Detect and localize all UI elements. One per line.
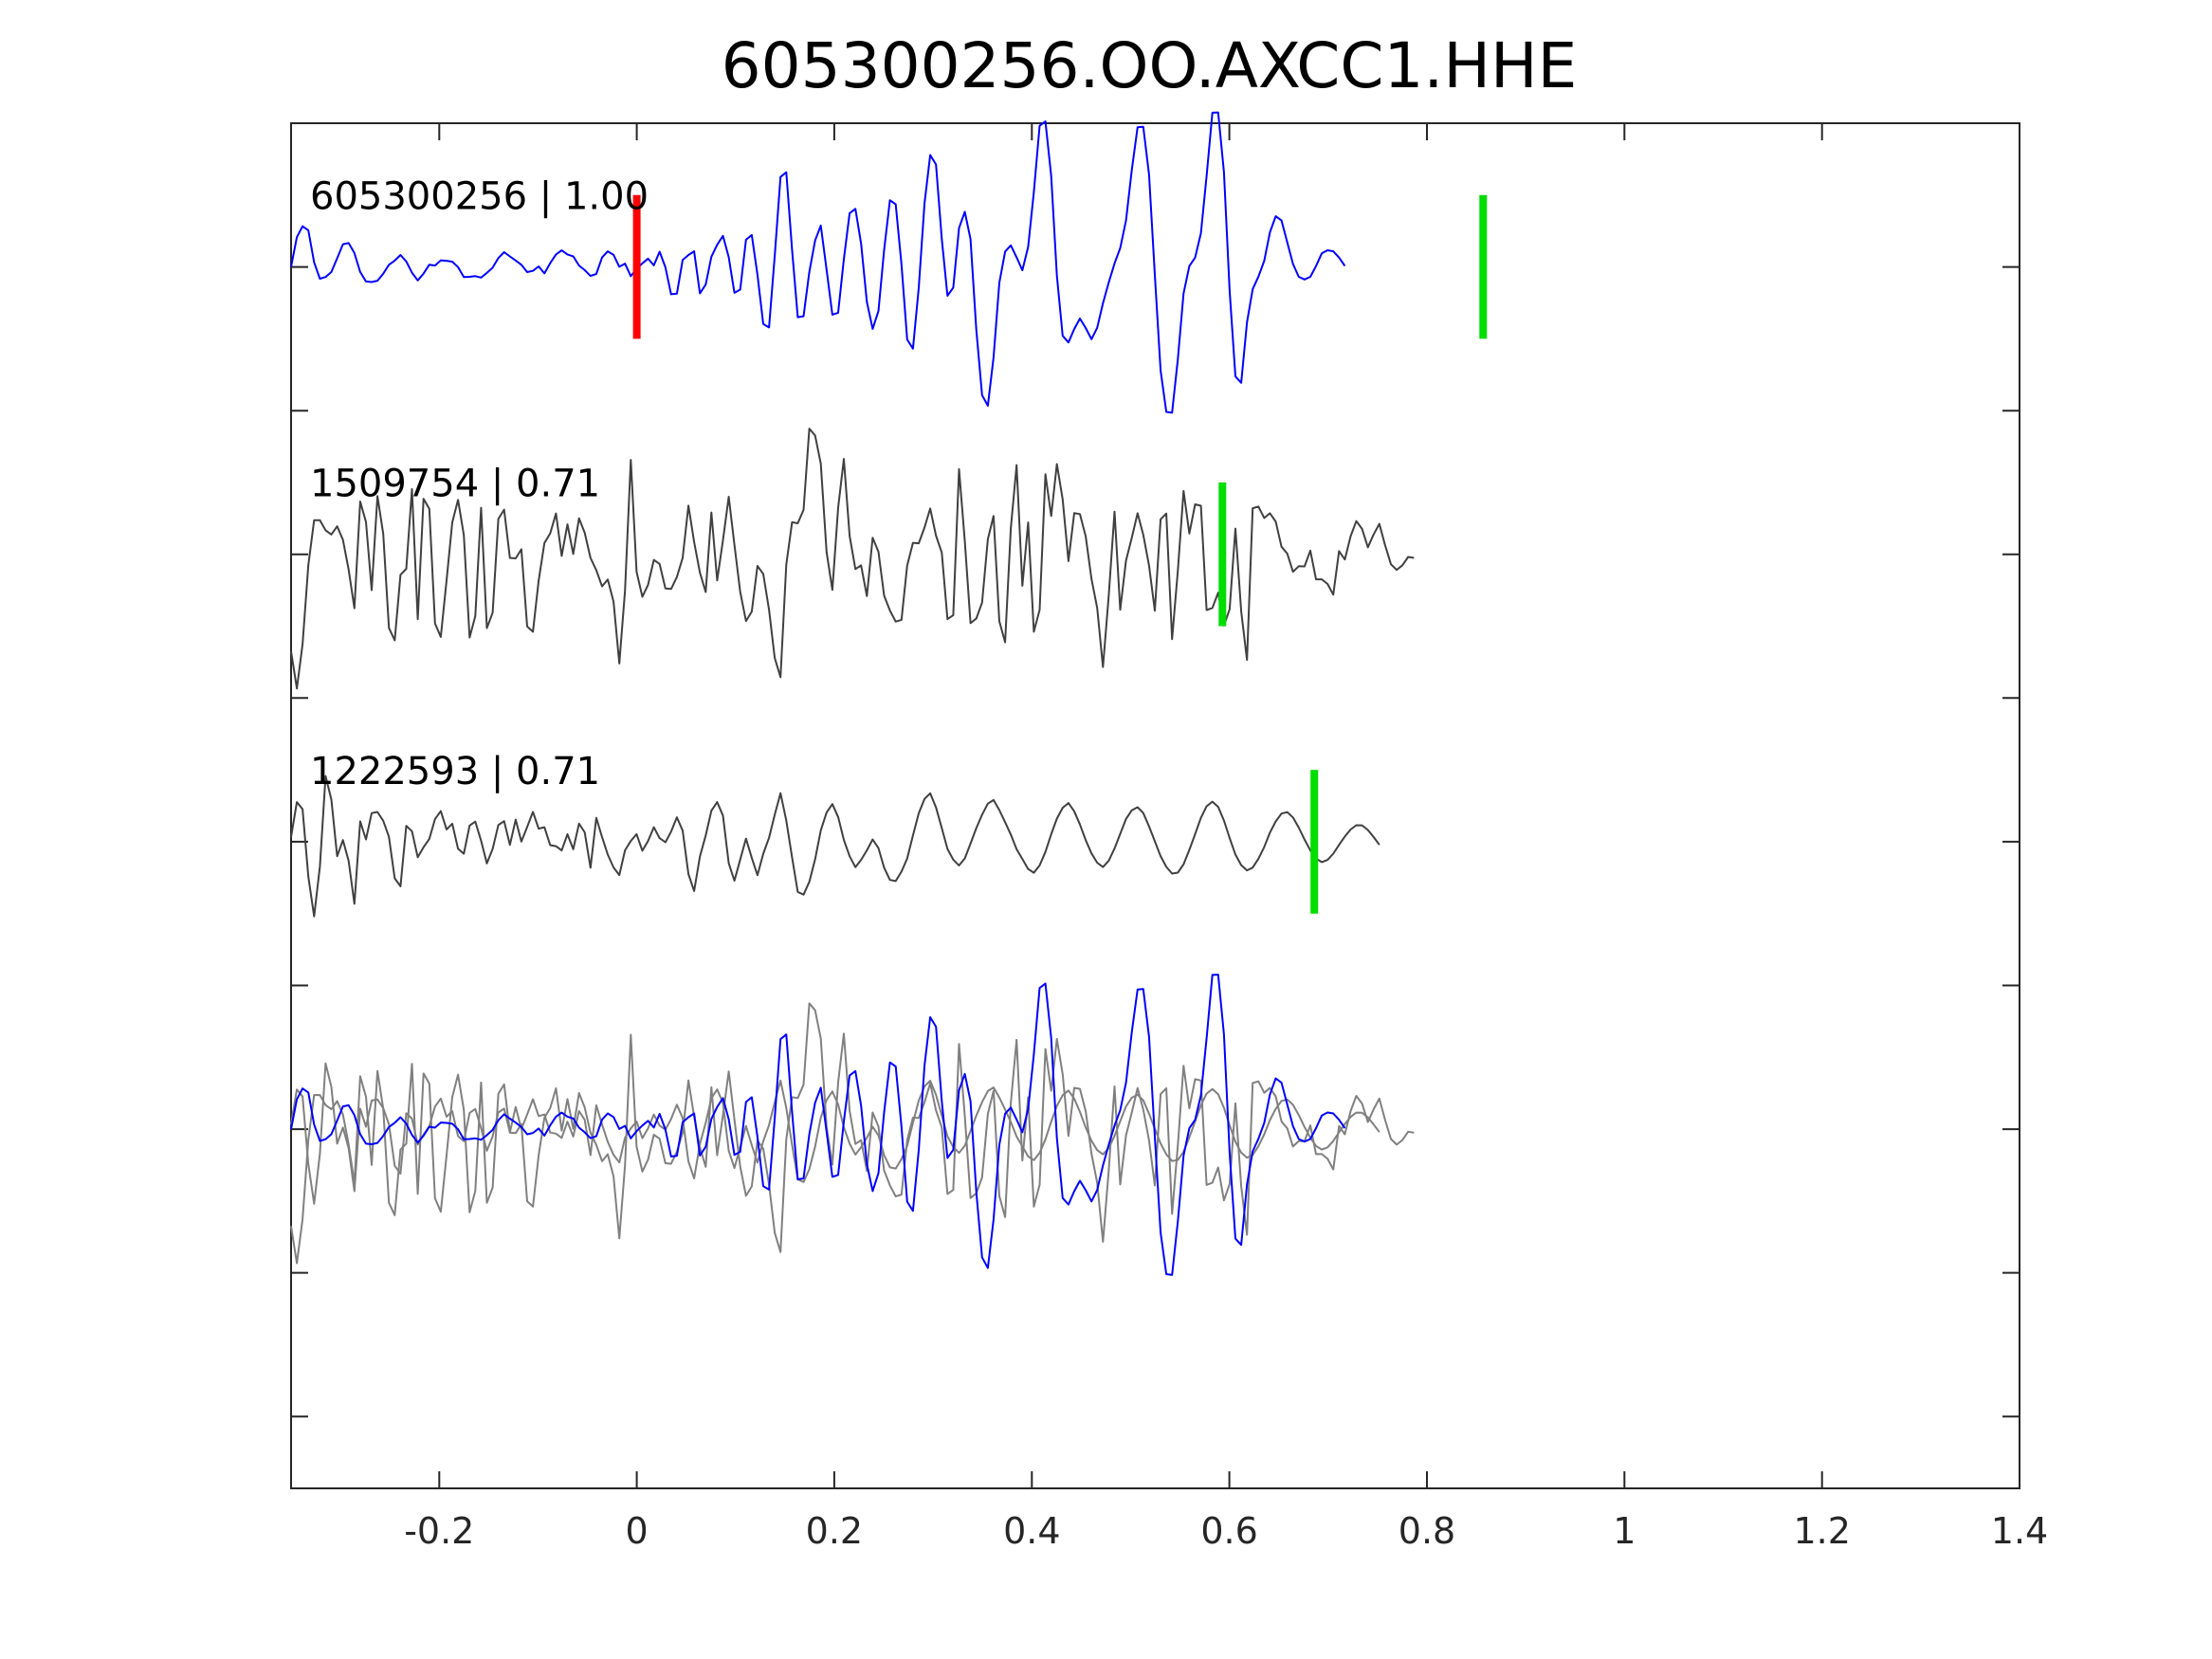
overlay-trace-2 — [290, 1062, 1380, 1205]
trace-labels: 605300256 | 1.00 1509754 | 0.71 1222593 | … — [310, 175, 649, 793]
x-tick-label: 0.8 — [1398, 1510, 1455, 1552]
x-tick-label: 0 — [626, 1510, 649, 1552]
x-tick-label: 1.4 — [1991, 1510, 2048, 1552]
x-tick-label: 0.2 — [806, 1510, 863, 1552]
x-tick-label: -0.2 — [404, 1510, 474, 1552]
trace-line-2 — [290, 775, 1380, 918]
chart-title: 605300256.OO.AXCC1.HHE — [722, 29, 1578, 102]
y-axis-ticks — [291, 265, 2020, 1418]
x-axis-tick-labels: -0.2 0 0.2 0.4 0.6 0.8 1 1.2 1.4 — [404, 1510, 2048, 1552]
trace-label-1: 1509754 | 0.71 — [310, 463, 600, 506]
plot-area-frame — [290, 122, 2020, 1489]
trace-line-1 — [290, 428, 1415, 690]
x-axis-ticks — [438, 123, 2020, 1488]
phase-picks — [632, 194, 1488, 914]
x-tick-label: 0.6 — [1200, 1510, 1257, 1552]
trace-label-2: 1222593 | 0.71 — [310, 750, 600, 793]
overlay-traces — [290, 974, 1415, 1276]
trace-line-0 — [290, 111, 1346, 414]
overlay-trace-1 — [290, 1002, 1415, 1265]
x-tick-label: 0.4 — [1003, 1510, 1060, 1552]
x-tick-label: 1.2 — [1793, 1510, 1850, 1552]
overlay-trace-0 — [290, 974, 1346, 1276]
stacked-traces — [290, 111, 1415, 918]
trace-label-0: 605300256 | 1.00 — [310, 175, 649, 219]
x-tick-label: 1 — [1613, 1510, 1636, 1552]
